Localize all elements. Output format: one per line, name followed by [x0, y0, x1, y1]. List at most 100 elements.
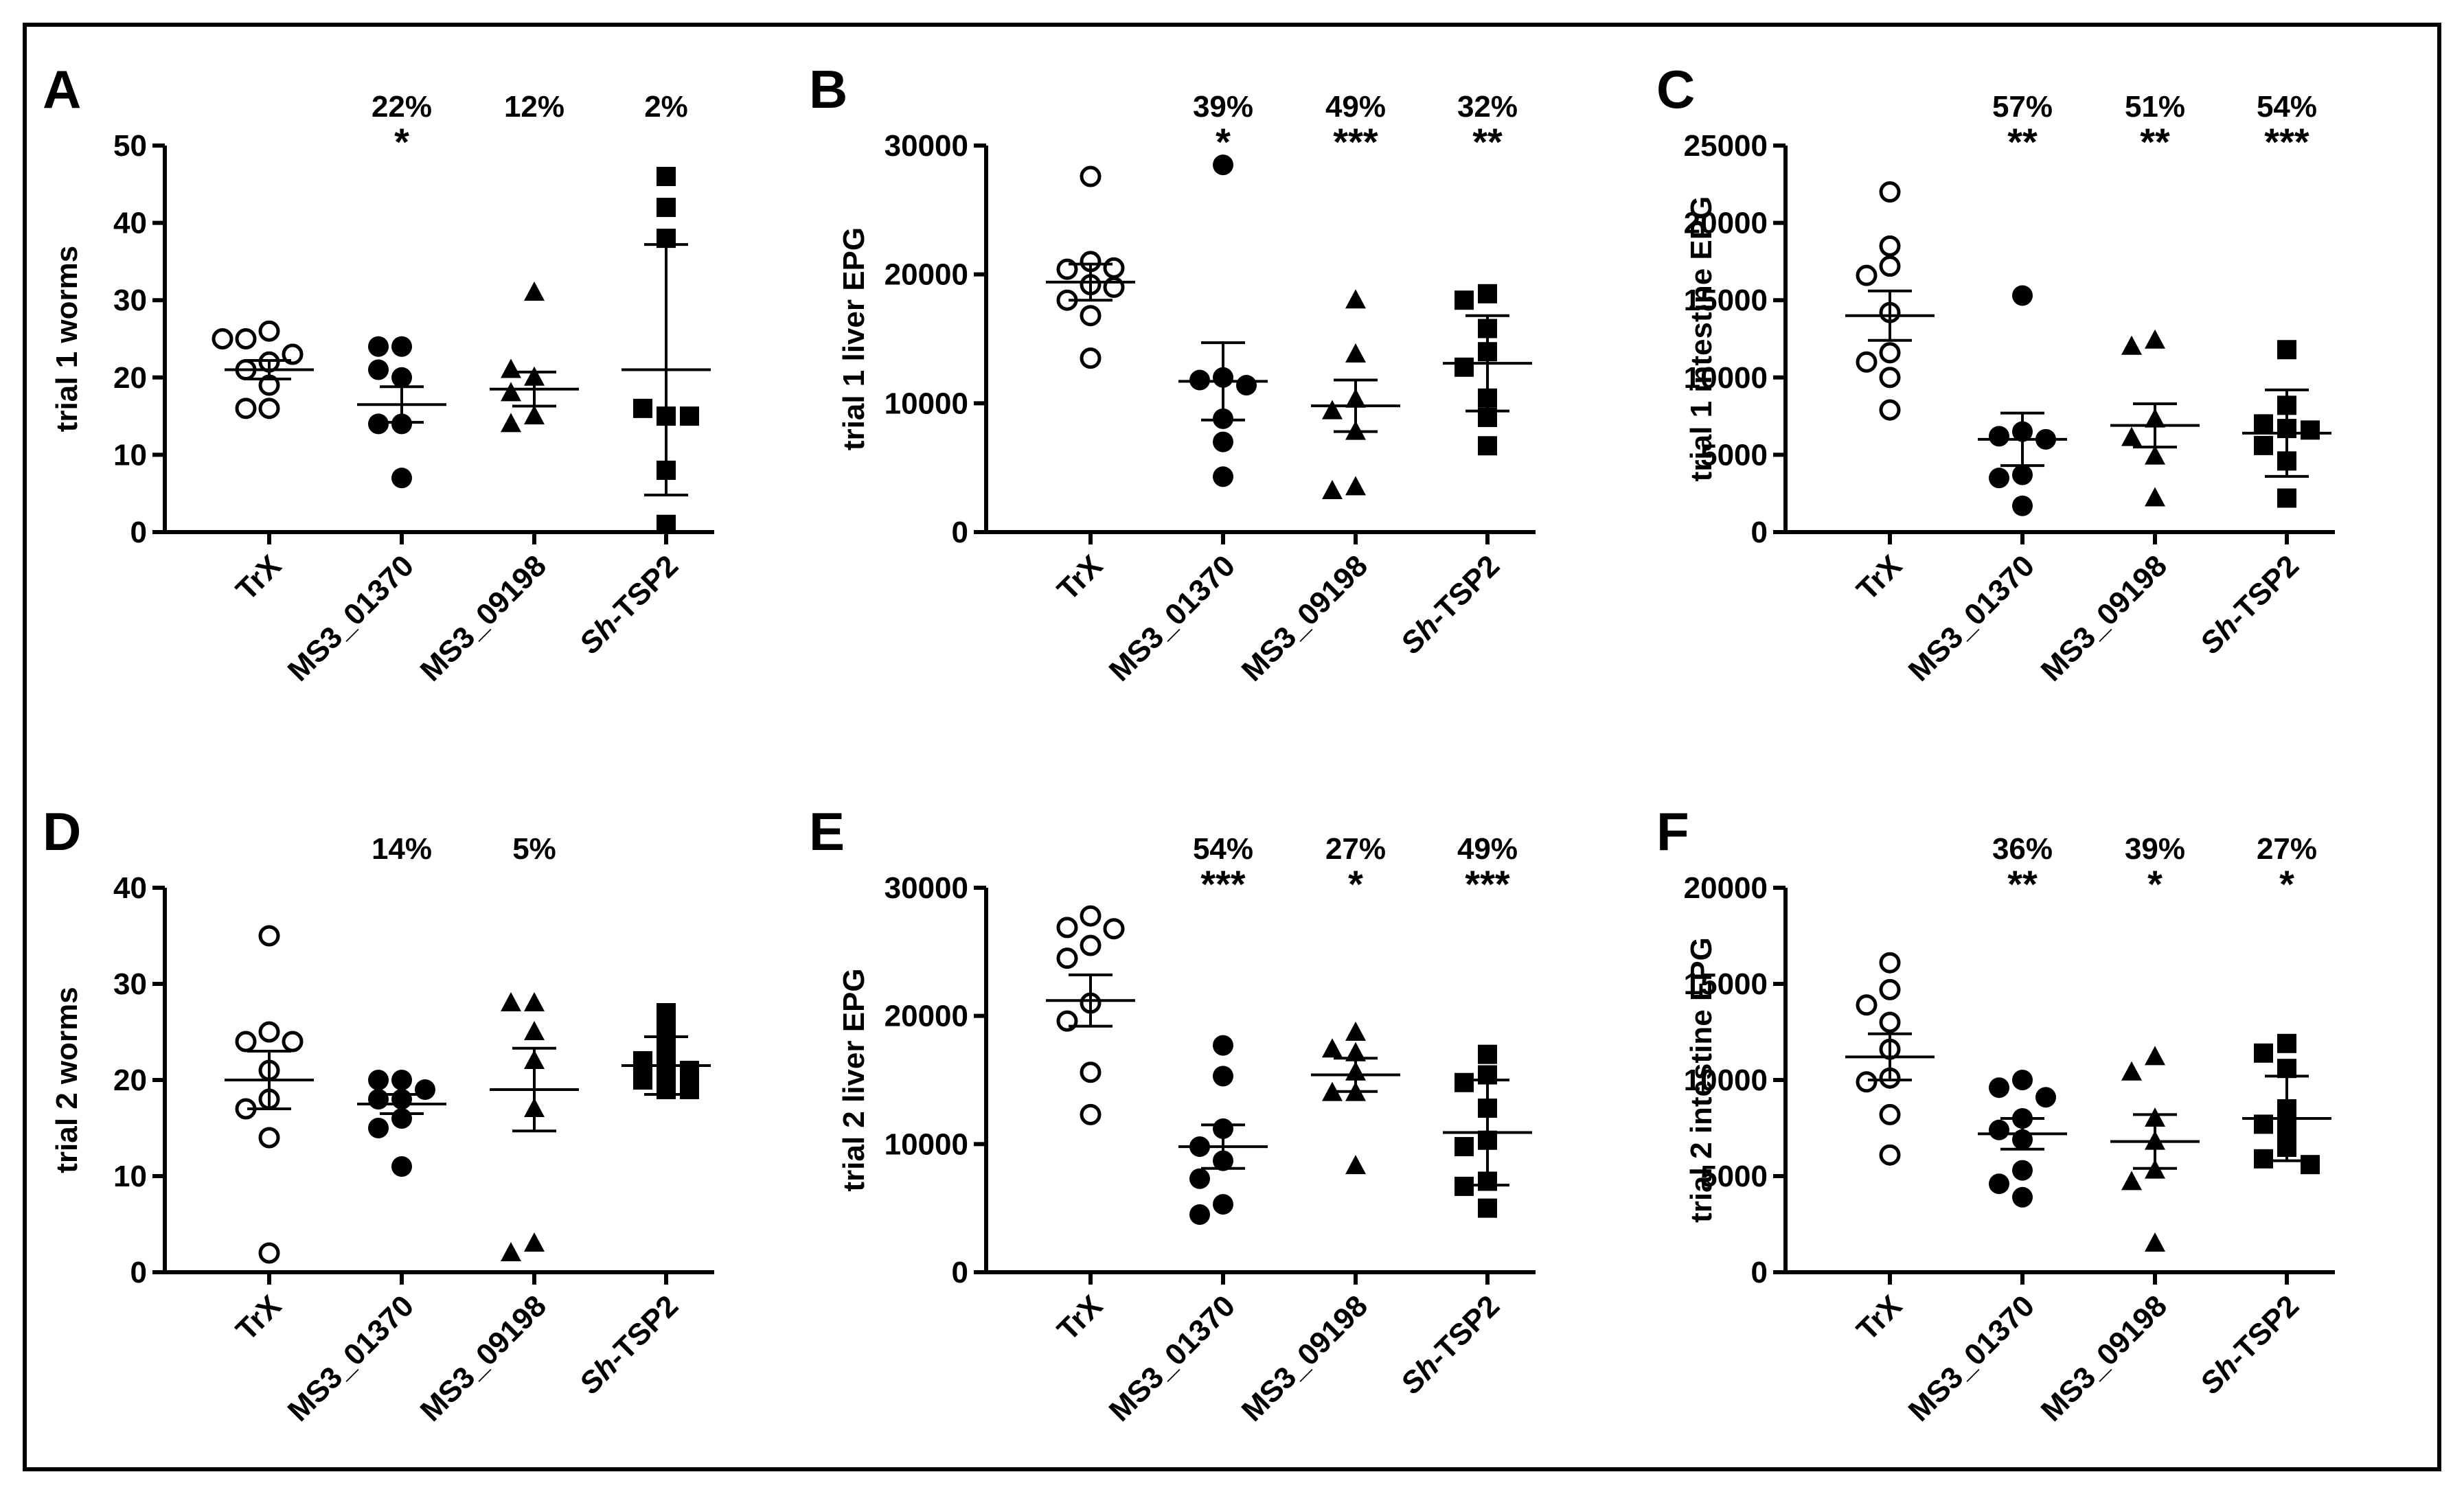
reduction-percent: 32%: [1457, 90, 1518, 124]
data-point: [1455, 290, 1474, 310]
data-point: [2254, 414, 2273, 434]
reduction-percent: 2%: [644, 90, 688, 124]
data-point: [1189, 1168, 1210, 1189]
data-point: [1345, 1155, 1366, 1175]
data-point: [1989, 1119, 2009, 1140]
data-point: [1345, 343, 1366, 363]
data-point: [2254, 1043, 2273, 1063]
y-tick-label: 20000: [885, 258, 968, 292]
y-tick-label: 50: [113, 129, 147, 163]
data-point: [415, 1079, 435, 1100]
data-point: [2121, 1171, 2142, 1191]
data-point: [212, 328, 233, 349]
y-tick-label: 10: [113, 1160, 147, 1193]
data-point: [258, 1242, 280, 1264]
data-point: [258, 1021, 280, 1043]
data-point: [2145, 329, 2165, 349]
data-point: [1056, 947, 1078, 969]
significance-stars: ***: [1333, 120, 1378, 163]
data-point: [1322, 1081, 1343, 1101]
data-point: [2121, 426, 2142, 446]
data-point: [1879, 952, 1901, 974]
data-point: [1080, 165, 1102, 187]
data-point: [1856, 351, 1878, 373]
data-point: [657, 198, 676, 218]
y-tick-label: 30000: [885, 129, 968, 163]
significance-stars: *: [2279, 862, 2294, 906]
data-point: [657, 1003, 676, 1022]
reduction-percent: 39%: [2125, 832, 2185, 866]
data-point: [1989, 468, 2009, 489]
significance-stars: *: [394, 120, 409, 163]
panel-letter: A: [43, 59, 81, 119]
data-point: [2012, 1160, 2033, 1181]
reduction-percent: 36%: [1992, 832, 2053, 866]
data-point: [1080, 1061, 1102, 1083]
data-point: [2277, 340, 2296, 360]
y-tick-label: 0: [1751, 516, 1768, 549]
data-point: [235, 398, 257, 420]
data-point: [1478, 436, 1497, 456]
data-point: [1213, 466, 1233, 487]
data-point: [1478, 284, 1497, 303]
data-point: [1322, 479, 1343, 499]
data-point: [1213, 154, 1233, 176]
data-point: [1103, 257, 1125, 279]
data-point: [524, 1021, 545, 1040]
data-point: [2012, 464, 2033, 485]
y-tick-label: 30000: [885, 871, 968, 905]
data-point: [1478, 1198, 1497, 1218]
y-tick-label: 20: [113, 1064, 147, 1097]
data-point: [501, 1242, 521, 1261]
data-point: [1856, 1071, 1878, 1093]
data-point: [2254, 435, 2273, 455]
y-axis-label: trial 1 liver EPG: [837, 227, 871, 450]
data-point: [368, 336, 389, 357]
y-axis-label: trial 1 worms: [50, 246, 84, 432]
y-tick-label: 5000: [1700, 438, 1768, 472]
reduction-percent: 51%: [2125, 90, 2185, 124]
significance-stars: ***: [2264, 120, 2309, 163]
data-point: [657, 514, 676, 534]
data-point: [2121, 335, 2142, 355]
reduction-percent: 5%: [512, 832, 556, 866]
data-point: [1103, 918, 1125, 940]
reduction-percent: 54%: [1193, 832, 1253, 866]
data-point: [1345, 1021, 1366, 1041]
y-axis-label: trial 1 intestine EPG: [1685, 196, 1718, 482]
y-tick-label: 20: [113, 361, 147, 395]
reduction-percent: 14%: [372, 832, 432, 866]
data-point: [1322, 400, 1343, 420]
y-tick-label: 10: [113, 438, 147, 472]
data-point: [1455, 1137, 1474, 1157]
y-tick-label: 20000: [885, 1000, 968, 1033]
data-point: [680, 1061, 699, 1080]
data-point: [1080, 1103, 1102, 1125]
data-point: [2012, 495, 2033, 516]
y-tick-label: 20000: [1684, 871, 1768, 905]
data-point: [2121, 1061, 2142, 1081]
data-point: [1213, 1035, 1233, 1056]
y-axis-label: trial 2 liver EPG: [837, 968, 871, 1191]
data-point: [1056, 917, 1078, 939]
data-point: [2254, 1149, 2273, 1169]
data-point: [1879, 978, 1901, 1000]
y-tick-label: 0: [1751, 1256, 1768, 1289]
data-point: [1879, 1011, 1901, 1033]
data-point: [1989, 1077, 2009, 1099]
significance-stars: *: [2147, 862, 2163, 906]
reduction-percent: 27%: [1325, 832, 1386, 866]
data-point: [680, 406, 699, 426]
data-point: [1322, 1038, 1343, 1058]
data-point: [2035, 1087, 2056, 1108]
data-point: [391, 367, 412, 388]
significance-stars: ***: [1465, 862, 1510, 906]
data-point: [2301, 1155, 2320, 1175]
reduction-percent: 49%: [1457, 832, 1518, 866]
y-tick-label: 0: [130, 516, 147, 549]
data-point: [680, 1080, 699, 1099]
y-tick-label: 0: [952, 516, 968, 549]
panel-letter: C: [1656, 59, 1695, 119]
